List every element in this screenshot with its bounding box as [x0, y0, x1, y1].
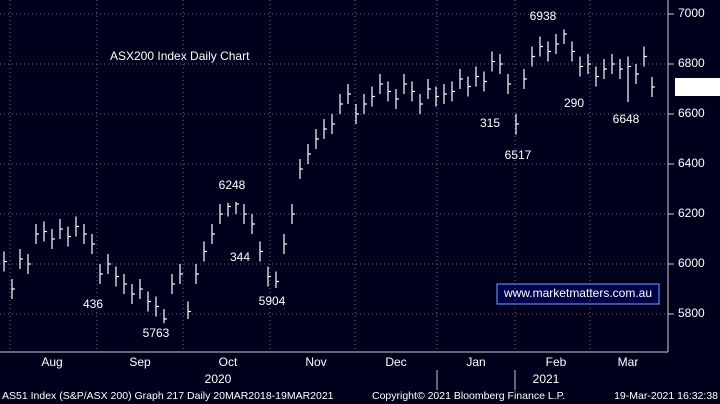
x-tick-label: Oct [219, 355, 238, 369]
x-tick-label: Nov [305, 355, 326, 369]
y-tick-label: 7000 [678, 6, 705, 20]
footer-date: 19-Mar-2021 16:32:38 [614, 390, 718, 402]
annotation: 290 [564, 96, 584, 110]
footer-left: AS51 Index (S&P/ASX 200) Graph 217 Daily… [2, 390, 334, 402]
x-tick-label: Aug [41, 355, 62, 369]
x-tick-label: Mar [618, 355, 639, 369]
annotation: 6248 [219, 178, 246, 192]
last-price-label: 6708.2 [678, 79, 715, 93]
watermark-box [496, 283, 660, 305]
x-tick-label: Sep [129, 355, 151, 369]
annotation: 5763 [143, 326, 170, 340]
annotation: 344 [230, 250, 250, 264]
annotation: 5904 [259, 294, 286, 308]
chart-title: ASX200 Index Daily Chart [110, 49, 250, 63]
x-tick-label: Jan [466, 355, 485, 369]
annotation: 6648 [613, 112, 640, 126]
y-tick-label: 6200 [678, 206, 705, 220]
y-tick-label: 6400 [678, 156, 705, 170]
footer-copyright: Copyright© 2021 Bloomberg Finance L.P. [372, 390, 565, 402]
x-tick-label: Feb [546, 355, 567, 369]
y-tick-label: 6800 [678, 56, 705, 70]
y-tick-label: 6600 [678, 106, 705, 120]
x-tick-label: Dec [385, 355, 406, 369]
y-tick-label: 6000 [678, 256, 705, 270]
y-tick-label: 5800 [678, 306, 705, 320]
watermark: www.marketmatters.com.au [503, 286, 652, 300]
annotation: 6938 [530, 9, 557, 23]
year-label: 2020 [205, 372, 232, 386]
annotation: 315 [480, 116, 500, 130]
annotation: 6517 [505, 148, 532, 162]
year-label: 2021 [533, 372, 560, 386]
last-price-box [675, 78, 720, 96]
annotation: 436 [83, 297, 103, 311]
